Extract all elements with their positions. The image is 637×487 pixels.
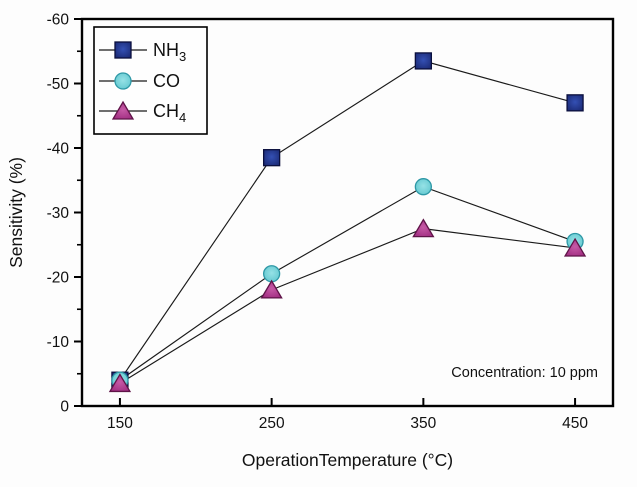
data-point-marker-CO [414, 178, 433, 196]
x-axis-tick-label: 450 [562, 415, 588, 432]
legend-item-NH3: NH3 [99, 40, 186, 64]
data-point-marker-CO [114, 72, 132, 90]
y-axis-tick-label: -20 [47, 270, 70, 287]
data-point-marker-NH3 [566, 94, 584, 112]
series-line-CH4 [119, 228, 576, 384]
y-axis-tick-label: -40 [47, 141, 70, 158]
data-point-marker-NH3 [262, 149, 281, 167]
x-axis-tick-label: 350 [410, 415, 436, 432]
data-point-marker-NH3 [414, 52, 433, 70]
legend-item-CO: CO [99, 71, 180, 91]
data-point-marker-CH4 [412, 218, 435, 238]
data-point-marker-CH4 [108, 373, 132, 393]
y-axis-tick-label: -10 [47, 334, 70, 351]
data-point-marker-CO [262, 265, 281, 283]
annotation-concentration: Concentration: 10 ppm [451, 365, 598, 381]
legend-label-CH4: CH4 [153, 101, 186, 125]
x-axis-tick-label: 150 [107, 415, 133, 432]
series-line-NH3 [119, 60, 576, 381]
y-axis-tick-label: -60 [47, 12, 70, 29]
series-line-CO [119, 186, 576, 381]
y-axis-tick-label: -50 [47, 76, 70, 93]
legend-item-CH4: CH4 [99, 100, 186, 125]
legend-label-NH3: NH3 [153, 40, 186, 64]
plot-border [80, 17, 615, 408]
x-axis-title: OperationTemperature (°C) [242, 450, 453, 470]
data-point-marker-NH3 [114, 41, 132, 59]
legend: NH3 CO CH4 [93, 26, 208, 135]
y-axis-tick-label: -30 [47, 205, 70, 222]
y-axis-title: Sensitivity (%) [6, 157, 26, 268]
legend-label-CO: CO [153, 71, 180, 91]
data-point-marker-CH4 [260, 279, 283, 299]
data-point-marker-CH4 [563, 237, 587, 257]
data-point-marker-CH4 [111, 100, 135, 120]
x-axis-tick-label: 250 [259, 415, 285, 432]
y-axis-tick-label: 0 [60, 399, 69, 416]
